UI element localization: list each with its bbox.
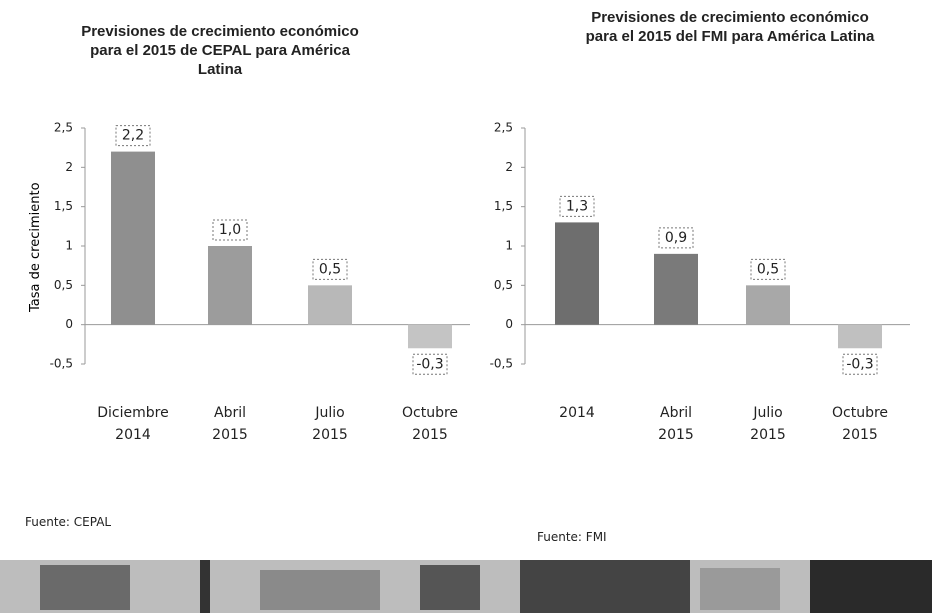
y-tick-label: 0 — [65, 317, 73, 331]
y-tick-label: -0,5 — [490, 357, 513, 371]
y-tick-label: 1 — [65, 239, 73, 253]
y-tick-label: 0 — [505, 317, 513, 331]
y-tick-label: 2 — [505, 160, 513, 174]
y-tick-label: 2,5 — [494, 121, 513, 135]
bar — [654, 253, 698, 325]
source-note: Fuente: FMI — [537, 530, 607, 544]
value-label-box — [212, 219, 248, 241]
value-label-box — [559, 195, 595, 217]
x-tick-label: Octubre 2015 — [401, 405, 459, 443]
bar — [308, 285, 352, 325]
value-label-box — [312, 258, 348, 280]
value-label-box — [750, 258, 786, 280]
y-tick-label: 1 — [505, 239, 513, 253]
decorative-strip — [0, 560, 932, 613]
value-label: 0,9 — [665, 230, 687, 246]
value-label: 2,2 — [122, 128, 144, 144]
value-label-box — [658, 227, 694, 249]
x-tick-label: Julio 2015 — [750, 405, 786, 443]
bar — [408, 324, 452, 349]
x-tick-label: Julio 2015 — [312, 405, 348, 443]
value-label: 1,3 — [566, 198, 588, 214]
value-label-box — [412, 353, 448, 375]
y-tick-label: 0,5 — [54, 278, 73, 292]
x-tick-label: Diciembre 2014 — [97, 405, 169, 443]
y-tick-label: 2,5 — [54, 121, 73, 135]
value-label-box — [115, 125, 151, 147]
x-tick-label: Octubre 2015 — [831, 405, 889, 443]
bar — [746, 285, 790, 325]
x-tick-label: 2014 — [559, 405, 595, 421]
source-note: Fuente: CEPAL — [25, 515, 112, 529]
y-tick-label: 1,5 — [494, 199, 513, 213]
x-tick-label: Abril 2015 — [658, 405, 694, 443]
value-label: 0,5 — [319, 261, 341, 277]
y-tick-label: 1,5 — [54, 199, 73, 213]
value-label: 0,5 — [757, 261, 779, 277]
y-axis-label: Tasa de crecimiento — [28, 182, 43, 312]
bar — [208, 246, 252, 325]
y-tick-label: -0,5 — [50, 357, 73, 371]
bar — [838, 324, 882, 349]
chart-title: Previsiones de crecimiento económico par… — [585, 9, 875, 45]
chart-title: Previsiones de crecimiento económico par… — [81, 23, 359, 78]
value-label-box — [842, 353, 878, 375]
value-label: -0,3 — [416, 356, 443, 372]
y-tick-label: 2 — [65, 160, 73, 174]
value-label: -0,3 — [846, 356, 873, 372]
bar — [555, 222, 599, 325]
value-label: 1,0 — [219, 222, 241, 238]
bar — [111, 151, 155, 325]
y-tick-label: 0,5 — [494, 278, 513, 292]
x-tick-label: Abril 2015 — [212, 405, 248, 443]
